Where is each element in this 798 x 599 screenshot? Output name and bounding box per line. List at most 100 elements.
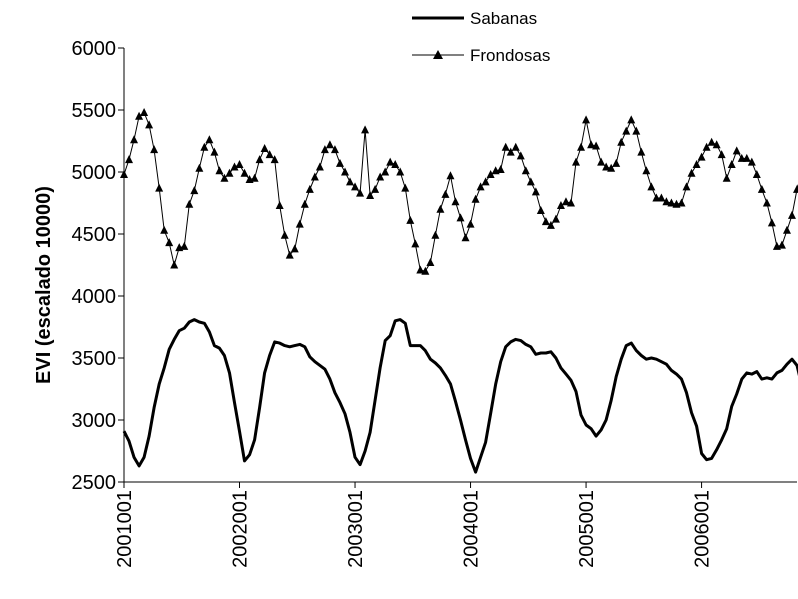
data-point-frondosas [240,168,249,177]
data-point-frondosas [426,258,435,267]
data-point-frondosas [300,199,309,208]
data-point-frondosas [381,167,390,176]
data-point-frondosas [697,152,706,161]
data-point-frondosas [135,111,144,120]
data-point-frondosas [371,184,380,193]
legend-label-sabanas: Sabanas [470,9,537,28]
data-point-frondosas [702,142,711,151]
data-point-frondosas [627,115,636,124]
data-point-frondosas [436,204,445,213]
data-point-frondosas [320,145,329,154]
data-point-frondosas [315,162,324,171]
data-point-frondosas [551,214,560,223]
series-line-sabanas [122,318,798,474]
data-point-frondosas [386,157,395,166]
data-point-frondosas [431,230,440,239]
data-point-frondosas [210,147,219,156]
data-point-frondosas [421,266,430,275]
data-point-frondosas [692,160,701,169]
data-point-frondosas [406,215,415,224]
data-point-frondosas [275,200,284,209]
data-point-frondosas [787,210,796,219]
data-point-frondosas [667,198,676,207]
data-point-frondosas [155,183,164,192]
data-point-frondosas [767,218,776,227]
data-point-frondosas [255,155,264,164]
data-point-frondosas [732,146,741,155]
data-point-frondosas [205,135,214,144]
x-tick-label: 2001001 [114,490,136,568]
data-point-frondosas [190,186,199,195]
y-tick-label: 3000 [72,410,117,432]
axes: 2500 3000 3500 4000 4500 5000 5500 6000 2001001 2… [72,38,797,568]
data-point-frondosas [295,219,304,228]
data-point-frondosas [722,173,731,182]
y-tick-label: 6000 [72,38,117,60]
data-point-frondosas [125,155,134,164]
data-point-frondosas [335,158,344,167]
data-point-frondosas [687,168,696,177]
data-point-frondosas [642,166,651,175]
data-point-frondosas [351,182,360,191]
data-point-frondosas [215,166,224,175]
data-point-frondosas [762,198,771,207]
data-point-frondosas [280,230,289,239]
data-point-frondosas [401,183,410,192]
series-line-frondosas [123,112,798,272]
data-point-frondosas [597,157,606,166]
data-point-frondosas [793,184,798,193]
data-point-frondosas [577,142,586,151]
x-tick-label: 2004001 [461,490,483,568]
data-point-frondosas [592,141,601,150]
data-point-frondosas [270,155,279,164]
x-tick-label: 2003001 [345,490,367,568]
data-point-frondosas [486,169,495,178]
data-point-frondosas [361,125,370,134]
legend-label-frondosas: Frondosas [470,46,550,65]
data-point-frondosas [471,194,480,203]
data-point-frondosas [602,162,611,171]
data-point-frondosas [165,238,174,247]
data-point-frondosas [225,168,234,177]
data-point-frondosas [526,177,535,186]
data-point-frondosas [682,182,691,191]
data-point-frondosas [411,239,420,248]
y-tick-label: 5500 [72,100,117,122]
data-point-frondosas [235,160,244,169]
data-point-frondosas [546,220,555,229]
data-point-frondosas [290,244,299,253]
data-point-frondosas [637,147,646,156]
data-point-frondosas [451,197,460,206]
data-point-frondosas [657,193,666,202]
data-point-frondosas [416,265,425,274]
data-point-frondosas [566,198,575,207]
data-point-frondosas [717,150,726,159]
data-point-frondosas [541,217,550,226]
data-point-frondosas [346,177,355,186]
data-point-frondosas [476,182,485,191]
y-tick-label: 4500 [72,224,117,246]
data-point-frondosas [521,166,530,175]
y-tick-label: 5000 [72,162,117,184]
data-point-frondosas [356,188,365,197]
data-point-frondosas [376,172,385,181]
data-point-frondosas [461,233,470,242]
data-point-frondosas [130,135,139,144]
data-point-frondosas [757,184,766,193]
data-point-frondosas [170,260,179,269]
data-point-frondosas [220,173,229,182]
data-point-frondosas [556,200,565,209]
data-point-frondosas [456,213,465,222]
data-point-frondosas [707,137,716,146]
data-point-frondosas [185,199,194,208]
y-tick-label: 2500 [72,472,117,494]
data-point-frondosas [265,150,274,159]
data-point-frondosas [195,163,204,172]
legend-marker-frondosas [433,50,443,59]
data-point-frondosas [561,197,570,206]
data-point-frondosas [742,153,751,162]
data-point-frondosas [572,157,581,166]
data-point-frondosas [607,163,616,172]
data-point-frondosas [200,142,209,151]
